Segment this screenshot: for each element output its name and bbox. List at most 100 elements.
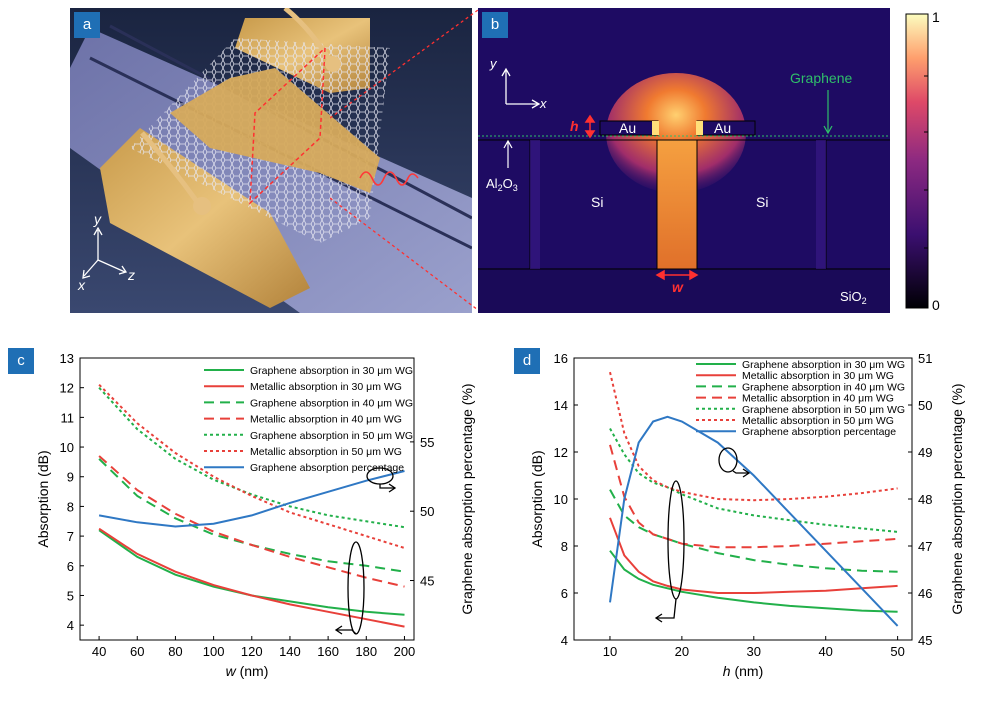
series-line-1 <box>98 527 405 628</box>
field-distribution-map: Au Au h y x Graphene Al2O3 Si <box>478 8 890 313</box>
h-label: h <box>570 118 579 134</box>
y-tick-label: 12 <box>554 445 568 460</box>
axis-label-y: y <box>93 211 102 227</box>
y2-tick-label: 45 <box>420 574 434 589</box>
al2o3-arrow-icon <box>503 139 513 168</box>
y2-tick-label: 47 <box>918 539 932 554</box>
au-label-left: Au <box>619 120 636 136</box>
x-tick-label: 20 <box>675 644 689 659</box>
y-tick-label: 5 <box>67 588 74 603</box>
axis-indicator-arrowhead <box>742 468 751 478</box>
y2-axis-label: Graphene absorption percentage (%) <box>949 383 965 614</box>
y-tick-label: 4 <box>561 633 568 648</box>
legend-entry: Metallic absorption in 40 μm WG <box>250 414 402 426</box>
series-line-6 <box>609 415 899 627</box>
legend-entry: Graphene absorption in 40 μm WG <box>742 381 905 393</box>
series-line-1 <box>609 517 898 594</box>
y2-tick-label: 51 <box>918 351 932 366</box>
colorbar-gradient <box>905 13 929 309</box>
axis-indicator-arrow <box>379 484 395 489</box>
axis-label-x: x <box>539 96 547 111</box>
y2-tick-label: 49 <box>918 445 932 460</box>
zoom-connectors <box>330 9 479 311</box>
legend-entry: Graphene absorption percentage <box>742 426 896 438</box>
si-label-right: Si <box>756 194 768 210</box>
axis-indicator-arrowhead <box>334 625 343 635</box>
x-axis-label: h (nm) <box>723 663 763 679</box>
series-line-6 <box>98 470 405 528</box>
axis-indicator-arrow <box>336 629 357 635</box>
legend-entry: Metallic absorption in 40 μm WG <box>742 393 894 405</box>
panel-c-label: c <box>8 348 34 374</box>
series-line-2 <box>609 489 898 573</box>
y-tick-label: 11 <box>61 410 75 425</box>
sio2-label: SiO2 <box>840 289 867 306</box>
axis-indicator-arrow <box>656 598 677 619</box>
au-label-right: Au <box>714 120 731 136</box>
bond-pad <box>193 197 211 215</box>
wire-bond <box>140 131 201 205</box>
colorbar-min: 0 <box>932 297 940 313</box>
colorbar-max: 1 <box>932 9 940 25</box>
x-tick-label: 200 <box>394 644 416 659</box>
series-line-0 <box>609 550 898 613</box>
x-tick-label: 100 <box>203 644 225 659</box>
series-line-3 <box>98 455 405 588</box>
y2-tick-label: 50 <box>918 398 932 413</box>
y-tick-label: 10 <box>60 440 74 455</box>
y-tick-label: 16 <box>554 351 568 366</box>
series-line-0 <box>98 529 405 616</box>
panel-b: b Au Au <box>478 8 890 313</box>
w-arrow-icon <box>655 269 699 281</box>
legend-entry: Graphene absorption in 50 μm WG <box>742 404 905 416</box>
si-edge-glow <box>530 140 540 269</box>
al2o3-label: Al2O3 <box>486 176 518 193</box>
panel-b-label: b <box>482 12 508 38</box>
x-tick-label: 120 <box>241 644 263 659</box>
legend-entry: Graphene absorption in 30 μm WG <box>742 359 905 371</box>
y-tick-label: 6 <box>561 586 568 601</box>
si-label-left: Si <box>591 194 603 210</box>
legend-entry: Graphene absorption in 30 μm WG <box>250 365 413 377</box>
legend-entry: Metallic absorption in 50 μm WG <box>250 446 402 458</box>
y-tick-label: 4 <box>67 618 74 633</box>
y-axis-label: Absorption (dB) <box>35 450 51 547</box>
y2-tick-label: 55 <box>420 435 434 450</box>
series-line-5 <box>609 371 898 502</box>
y-tick-label: 7 <box>67 529 74 544</box>
series-line-4 <box>98 387 405 529</box>
colorbar: 1 0 <box>900 8 960 313</box>
y-tick-label: 8 <box>561 539 568 554</box>
x-tick-label: 40 <box>818 644 832 659</box>
optical-wave <box>359 171 419 186</box>
y-axis-label: Absorption (dB) <box>529 450 545 547</box>
axis-indicator-arrowhead <box>388 483 397 493</box>
panel-c: c 40 60 80 100 120 140 160 180 200 4 5 6 7 8 9 10 11 12 13… <box>0 340 490 698</box>
x-tick-label: 140 <box>279 644 301 659</box>
legend-entry: Graphene absorption in 50 μm WG <box>250 430 413 442</box>
si-edge-glow <box>816 140 826 269</box>
x-tick-label: 60 <box>130 644 144 659</box>
x-tick-label: 160 <box>317 644 339 659</box>
y2-tick-label: 46 <box>918 586 932 601</box>
w-label: w <box>672 279 684 295</box>
graphene-arrow-icon <box>823 90 833 135</box>
gold-bowtie <box>170 68 380 193</box>
panel-a: a <box>70 6 473 313</box>
h-arrow-icon <box>584 114 596 139</box>
series-line-3 <box>609 444 898 549</box>
plot-frame <box>79 357 415 641</box>
panel-d: d 10 20 30 40 50 4 6 8 10 12 14 16 45 46 47 48 49 50 51 h (… <box>496 340 986 698</box>
bond-pad <box>325 56 341 72</box>
graphene-label: Graphene <box>790 70 852 86</box>
y2-tick-label: 48 <box>918 492 932 507</box>
hotspot-glow <box>606 73 746 193</box>
y-tick-label: 12 <box>60 381 74 396</box>
axis-label-x: x <box>77 277 86 293</box>
axis-indicator-ellipse <box>718 447 738 473</box>
y-tick-label: 8 <box>67 499 74 514</box>
axes-icon <box>82 226 128 279</box>
x-tick-label: 180 <box>355 644 377 659</box>
au-edge-hot <box>696 121 703 135</box>
panel-a-label: a <box>74 12 100 38</box>
